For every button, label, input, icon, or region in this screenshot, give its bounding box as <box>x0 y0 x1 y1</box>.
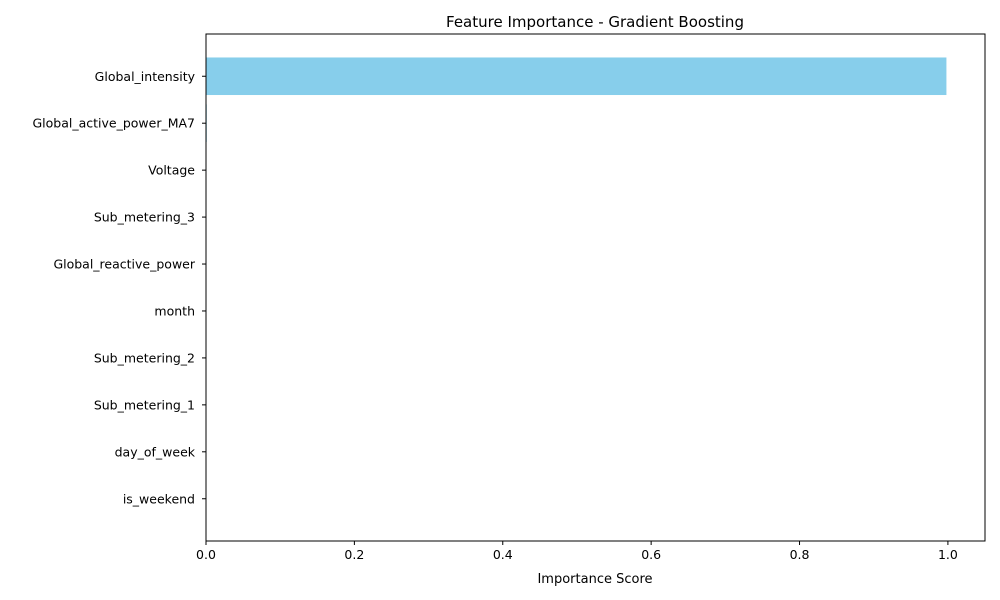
y-tick-label: Sub_metering_3 <box>94 210 195 225</box>
bars-group <box>206 57 947 377</box>
x-axis-ticks: 0.0 0.2 0.4 0.6 0.8 1.0 <box>196 541 958 562</box>
y-tick-label: Global_reactive_power <box>53 257 195 272</box>
x-tick-label: 0.0 <box>196 547 216 562</box>
plot-frame <box>205 33 986 542</box>
y-tick-label: Global_intensity <box>95 69 196 84</box>
y-axis-ticks: Global_intensity Global_active_power_MA7 V… <box>32 69 206 506</box>
x-tick-label: 0.6 <box>641 547 661 562</box>
x-tick-label: 0.8 <box>790 547 810 562</box>
x-axis-title: Importance Score <box>537 572 652 587</box>
bar-Global_intensity <box>206 57 947 96</box>
y-tick-label: Sub_metering_2 <box>94 350 195 365</box>
x-tick-label: 0.4 <box>493 547 513 562</box>
y-tick-label: day_of_week <box>115 444 196 459</box>
y-tick-label: Global_active_power_MA7 <box>32 116 195 131</box>
y-tick-label: month <box>154 303 195 318</box>
y-tick-label: Sub_metering_1 <box>94 397 195 412</box>
y-tick-label: is_weekend <box>123 491 195 506</box>
y-tick-label: Voltage <box>148 163 195 178</box>
x-tick-label: 0.2 <box>344 547 364 562</box>
chart-title: Feature Importance - Gradient Boosting <box>446 13 744 31</box>
x-tick-label: 1.0 <box>938 547 958 562</box>
